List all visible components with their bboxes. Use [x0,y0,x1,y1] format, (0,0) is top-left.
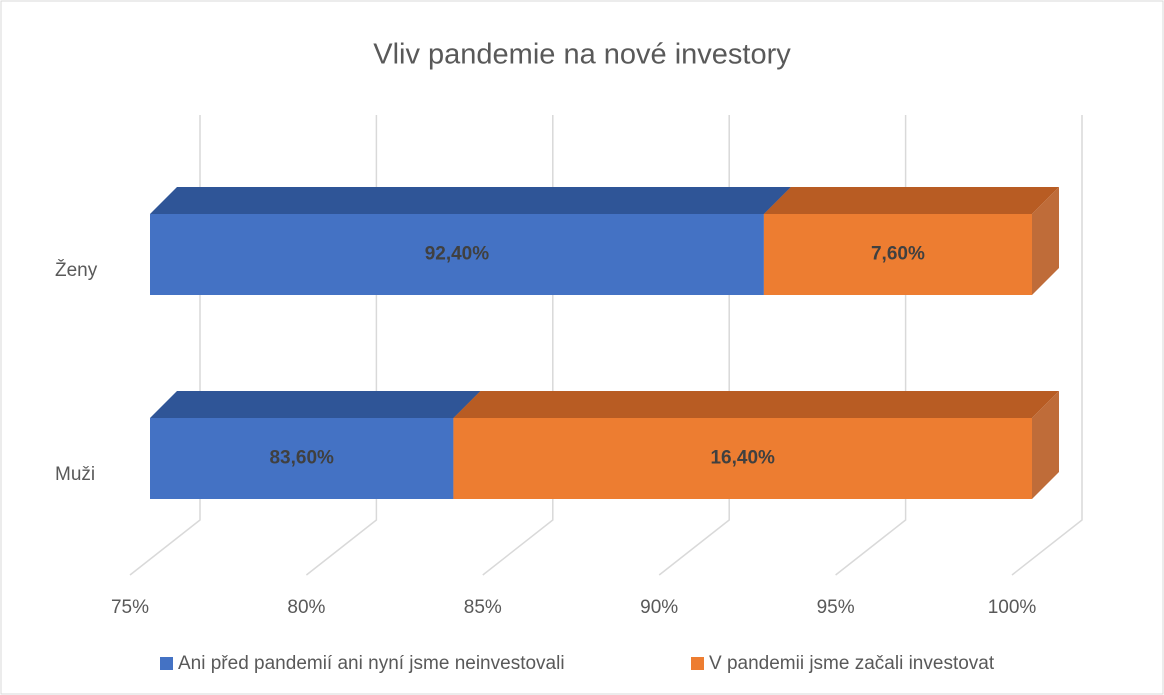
legend-label: Ani před pandemií ani nyní jsme neinvest… [178,653,565,674]
x-tick-label: 100% [988,597,1037,618]
y-tick-label: Ženy [55,259,98,281]
legend-swatch [691,657,704,670]
data-label: 7,60% [871,244,925,265]
x-tick-label: 90% [640,597,678,618]
bar-group [150,391,1060,499]
bar-top [453,391,1060,418]
grid-line [1011,115,1083,576]
data-label: 83,60% [269,448,334,469]
bar-group [150,187,1059,295]
bar [453,418,1033,499]
legend-swatch [160,657,173,670]
data-label: 16,40% [710,448,775,469]
bar [150,418,454,499]
bar [150,214,764,295]
chart-title: Vliv pandemie na nové investory [373,39,791,71]
x-tick-label: 80% [287,597,325,618]
y-tick-label: Muži [55,464,95,485]
x-tick-label: 75% [111,597,149,618]
bar [763,214,1032,295]
x-tick-label: 95% [817,597,855,618]
legend-label: V pandemii jsme začali investovat [709,653,995,674]
bar-side [1032,391,1059,499]
bar-side [1032,187,1059,295]
bar-top [763,187,1059,214]
data-label: 92,40% [425,244,490,265]
x-tick-label: 85% [464,597,502,618]
